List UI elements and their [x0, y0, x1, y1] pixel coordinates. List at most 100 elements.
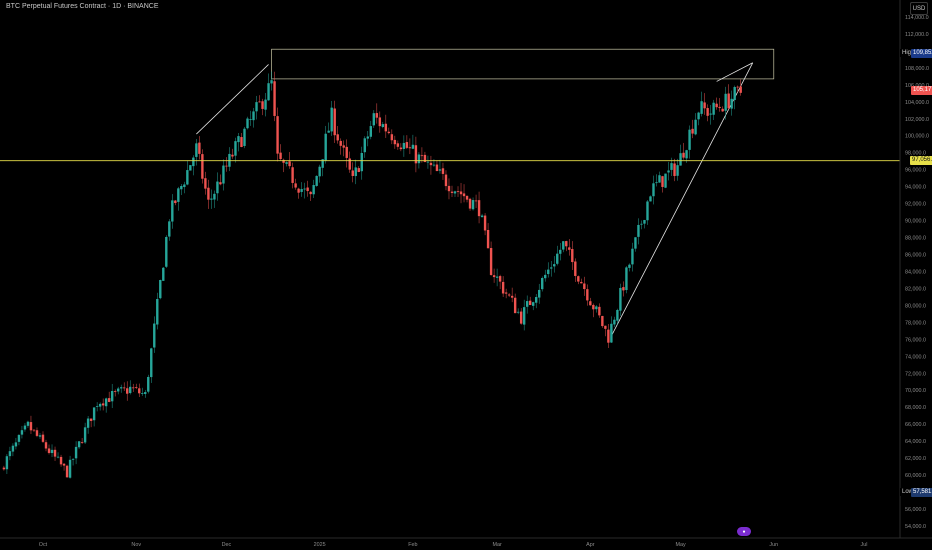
candle-body: [237, 136, 240, 143]
candle-body: [119, 387, 123, 389]
candle-body: [420, 155, 424, 157]
candle-body: [631, 248, 634, 265]
candle-body: [679, 153, 682, 166]
candle-body: [625, 267, 628, 291]
candle-body: [571, 249, 574, 263]
candle-body: [682, 152, 685, 158]
time-axis-tick-label: Jun: [769, 542, 778, 548]
candle-body: [736, 86, 739, 88]
candle-body: [489, 248, 493, 275]
candle-body: [258, 101, 261, 103]
candle-body: [68, 459, 72, 478]
candles-layer: [2, 71, 742, 479]
candle-body: [74, 446, 78, 459]
candle-body: [724, 93, 727, 111]
price-axis-tick-label: 60,000.0: [905, 473, 926, 479]
candle-body: [655, 182, 658, 184]
candle-body: [640, 223, 643, 225]
candle-body: [483, 215, 487, 231]
wedge-upper-right-trendline[interactable]: [716, 62, 753, 82]
candle-body: [351, 170, 354, 176]
candle-body: [721, 108, 724, 112]
price-axis-tick-label: 114,000.0: [905, 15, 929, 21]
candle-body: [501, 281, 505, 294]
candle-body: [336, 134, 339, 141]
candle-body: [174, 200, 177, 204]
price-axis-tick-label: 78,000.0: [905, 320, 926, 326]
supply-zone-rectangle[interactable]: [271, 48, 775, 80]
price-axis-tick-label: 56,000.0: [905, 507, 926, 513]
price-axis-tick-label: 80,000.0: [905, 303, 926, 309]
time-axis-tick-label: Dec: [222, 542, 232, 548]
candle-body: [504, 292, 508, 294]
candle-body: [2, 467, 6, 470]
candle-body: [739, 86, 742, 93]
tradingview-logo-icon[interactable]: ●: [737, 527, 751, 536]
price-axis[interactable]: 54,000.056,000.058,000.060,000.062,000.0…: [905, 15, 929, 530]
candle-body: [261, 101, 264, 109]
candle-body: [276, 116, 279, 154]
time-axis[interactable]: Oct Nov Dec 2025 Feb Mar Apr May Jun Jul: [39, 542, 868, 548]
candle-body: [676, 165, 679, 176]
candle-body: [285, 162, 288, 164]
candle-body: [598, 306, 601, 316]
candle-body: [429, 162, 433, 166]
candle-body: [369, 126, 372, 137]
candle-body: [486, 230, 490, 249]
candle-body: [586, 289, 589, 301]
price-axis-tick-label: 64,000.0: [905, 439, 926, 445]
candle-body: [447, 185, 451, 192]
candle-body: [141, 393, 144, 394]
candle-body: [56, 456, 60, 458]
candle-body: [180, 186, 183, 190]
wedge-lower-trendline[interactable]: [611, 62, 754, 337]
currency-button[interactable]: USD: [910, 2, 928, 15]
candle-body: [348, 158, 351, 170]
candle-body: [189, 165, 192, 171]
candle-body: [294, 183, 297, 188]
low-label: Low: [902, 489, 914, 495]
price-axis-tick-label: 104,000.0: [905, 100, 929, 106]
candle-body: [330, 107, 333, 132]
time-axis-tick-label: Nov: [131, 542, 141, 548]
candle-body: [104, 398, 108, 407]
candle-body: [333, 108, 336, 136]
candle-body: [544, 274, 547, 279]
candle-body: [339, 140, 342, 146]
candle-body: [685, 150, 688, 159]
candle-body: [366, 136, 369, 139]
candle-body: [132, 387, 135, 389]
candle-body: [399, 147, 403, 150]
candle-body: [107, 398, 111, 402]
candle-body: [516, 311, 520, 313]
candle-body: [216, 181, 219, 194]
candle-body: [44, 442, 48, 449]
candle-body: [138, 388, 141, 394]
candle-body: [153, 323, 156, 348]
candle-body: [709, 113, 712, 115]
price-axis-tick-label: 112,000.0: [905, 32, 929, 38]
wedge-upper-trendline[interactable]: [196, 64, 269, 135]
candle-body: [5, 456, 9, 470]
candle-body: [201, 154, 204, 179]
candle-body: [519, 311, 523, 324]
candle-body: [456, 191, 460, 192]
time-axis-tick-label: 2025: [314, 542, 326, 548]
candle-body: [541, 278, 544, 290]
candle-body: [240, 137, 243, 147]
candle-body: [531, 302, 535, 306]
candle-body: [700, 101, 703, 114]
candle-body: [646, 201, 649, 221]
candle-body: [423, 154, 427, 163]
candle-body: [357, 168, 360, 172]
candle-body: [273, 81, 276, 116]
candle-body: [32, 429, 36, 431]
candle-body: [390, 134, 394, 141]
candle-body: [513, 297, 517, 314]
candle-body: [86, 418, 90, 428]
candle-body: [697, 112, 700, 120]
candle-body: [324, 133, 327, 161]
candle-body: [150, 348, 153, 378]
candle-body: [727, 93, 730, 109]
